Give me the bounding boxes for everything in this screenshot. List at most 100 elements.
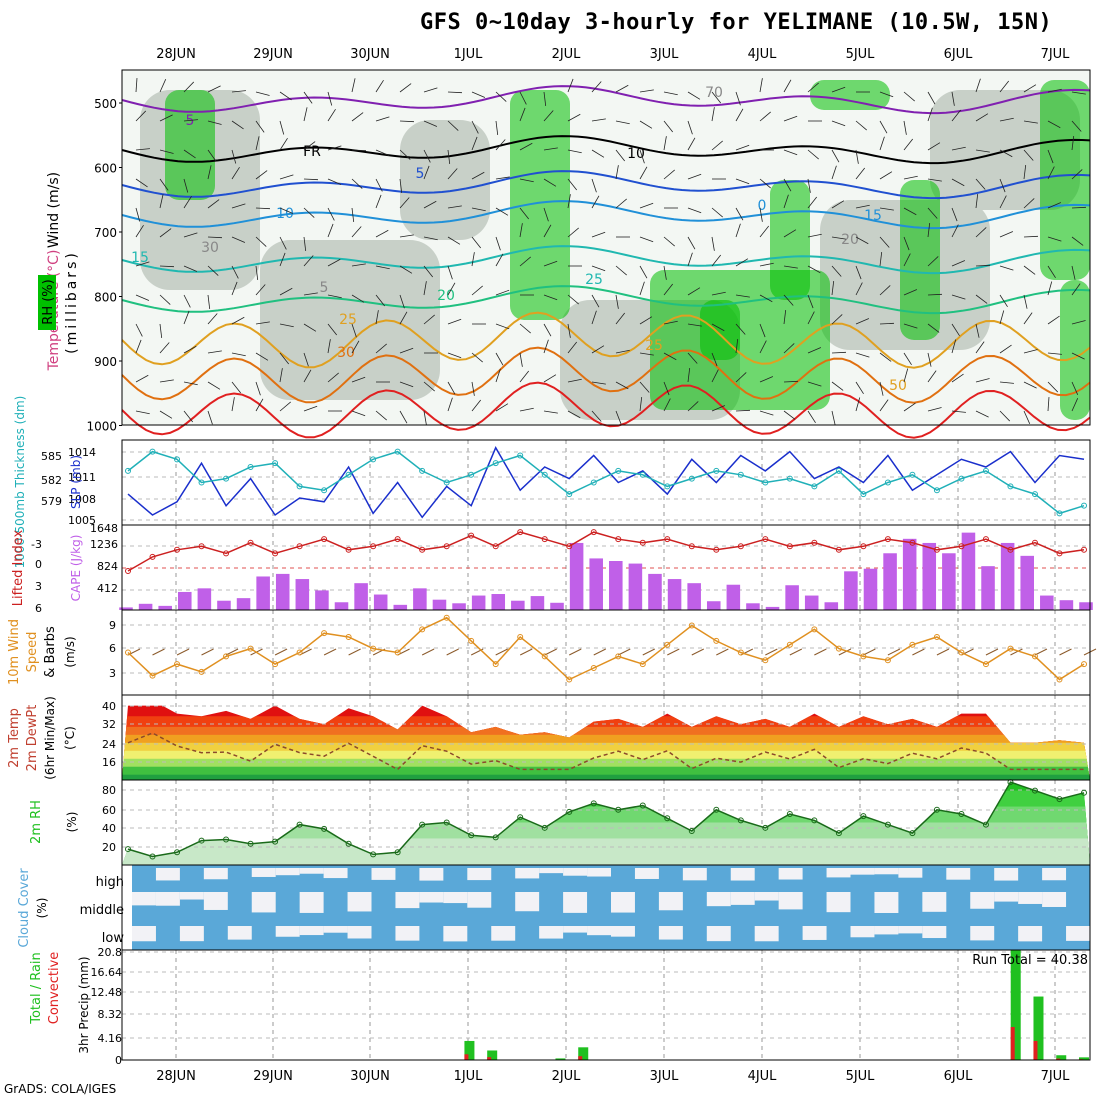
wind-barb xyxy=(495,120,499,135)
wind-barb xyxy=(471,285,483,296)
thickness-ylabel: 1000-500mb Thickness (dm) xyxy=(13,396,27,569)
wind-barb xyxy=(567,378,582,383)
wind10-speed-line-point xyxy=(786,641,793,648)
wind10-barb xyxy=(152,648,165,656)
wind-barb xyxy=(231,90,246,93)
precip-tick: 12.48 xyxy=(91,986,123,999)
wind10-speed-line-point xyxy=(468,637,475,644)
wind-barb xyxy=(351,376,366,383)
thickness-line-point xyxy=(566,491,573,498)
wind-barb xyxy=(1047,120,1061,129)
wind-barb xyxy=(783,149,798,156)
wind-barb xyxy=(1047,381,1059,393)
wind-barb xyxy=(543,110,554,122)
thickness-line-point xyxy=(1056,510,1063,517)
wind10-speed-line-point xyxy=(1056,676,1063,683)
wind-barb xyxy=(903,289,918,296)
wind-barb xyxy=(159,265,175,268)
wind-barb xyxy=(735,144,750,151)
temp-tick: 40 xyxy=(102,700,116,713)
wind10-speed-line-point xyxy=(419,626,426,633)
wind-barb xyxy=(255,170,268,180)
wind-barb xyxy=(495,352,504,366)
wind10-speed-line-point xyxy=(272,661,279,668)
wind-barb xyxy=(951,146,966,151)
wind-barb xyxy=(831,265,842,277)
isotherm-line xyxy=(121,285,1091,315)
cloud-gap xyxy=(515,892,540,912)
wind-barb xyxy=(471,352,483,363)
cape-bar xyxy=(158,605,172,610)
wind-barb xyxy=(447,397,453,412)
cloud-gap xyxy=(922,926,947,939)
wind-barb xyxy=(807,178,811,193)
wind-barb xyxy=(975,78,981,93)
wind-barb xyxy=(351,294,365,303)
wind10-speed-line-point xyxy=(982,661,989,668)
rh-shade-green xyxy=(770,180,810,300)
cape-bar xyxy=(648,573,662,610)
wind-barb xyxy=(855,381,864,394)
cloud-gap xyxy=(1018,926,1043,942)
wind-barb xyxy=(543,207,549,222)
wind-barb xyxy=(303,255,314,267)
precip-bar xyxy=(487,1050,498,1060)
precip-tick: 16.64 xyxy=(91,966,123,979)
isotherm-label: 25 xyxy=(645,338,663,354)
cloud-gap xyxy=(491,926,516,941)
wind-barb xyxy=(735,178,750,185)
wind-barb xyxy=(1023,265,1036,275)
lifted-tick: 6 xyxy=(35,602,42,615)
cloud-gap xyxy=(563,892,588,913)
cape-bar xyxy=(981,566,995,610)
wind-ylabel-1: 10m Wind xyxy=(7,619,22,685)
precip-ylabel-main: 3hr Precip (mm) xyxy=(77,956,91,1053)
cape-bar xyxy=(177,591,192,610)
isotherm-line xyxy=(121,346,1091,404)
wind-barb xyxy=(1023,235,1039,238)
wind-barb xyxy=(759,262,774,267)
wind10-barb xyxy=(765,648,778,656)
wind-barb xyxy=(543,260,558,267)
wind-barb xyxy=(927,142,941,151)
cape-bar xyxy=(138,603,153,610)
day-label-bottom: 28JUN xyxy=(156,1069,196,1084)
wind-barb xyxy=(471,399,482,412)
cloud-gap xyxy=(179,892,204,900)
wind-barb xyxy=(135,323,143,337)
ylabel-wind: Wind (m/s) xyxy=(46,172,62,248)
cape-bar xyxy=(432,599,447,610)
wind-barb xyxy=(927,256,939,267)
wind-barb xyxy=(207,236,223,239)
wind-barb xyxy=(615,381,629,390)
wind-barb xyxy=(927,352,932,367)
cape-bar xyxy=(236,598,251,610)
wind-barb xyxy=(207,313,218,325)
cloud-gap xyxy=(850,868,875,875)
wind-barb xyxy=(1023,381,1037,389)
cloud-gap xyxy=(395,892,420,909)
wind-barb xyxy=(399,120,415,123)
wind-frame xyxy=(121,609,1091,696)
wind10-speed-line-point xyxy=(590,664,597,671)
cape-bar xyxy=(393,604,408,610)
wind-barb xyxy=(375,178,383,192)
wind-barb xyxy=(975,378,990,383)
rh-shade-green xyxy=(1060,280,1090,420)
wind-barb xyxy=(711,291,726,296)
thickness-line-point xyxy=(174,456,181,463)
wind-barb xyxy=(327,339,331,354)
upper-ylabels: Wind (m/s)Temperature (°C)RH (%)(milliba… xyxy=(38,172,80,371)
isotherm-label: 10 xyxy=(627,146,645,162)
cape-bar xyxy=(217,600,231,610)
wind-barb xyxy=(519,142,533,151)
wind-ylabel-unit: (m/s) xyxy=(63,636,77,667)
wind-barb xyxy=(591,381,606,385)
rh-shade-green xyxy=(165,90,215,200)
cape-bar xyxy=(569,542,584,610)
wind-barb xyxy=(927,107,933,122)
wind-barb xyxy=(279,174,294,180)
wind-barb xyxy=(951,373,964,383)
precip-tick: 4.16 xyxy=(98,1032,123,1045)
wind-barb xyxy=(543,374,557,383)
